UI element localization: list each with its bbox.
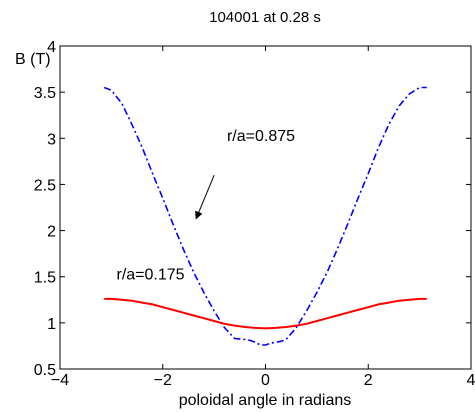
x-tick-label: 2 — [364, 372, 373, 389]
y-axis-label: B (T) — [15, 51, 51, 68]
y-tick-label: 3.5 — [34, 85, 56, 102]
x-tick-label: 0 — [261, 372, 270, 389]
axis-ticks: −4 −2 0 2 4 0.5 1 1.5 2 2.5 3 3.5 4 — [34, 39, 475, 389]
y-tick-label: 1 — [47, 316, 56, 333]
series-line — [104, 297, 427, 330]
x-tick-label: 4 — [467, 372, 475, 389]
series-lines — [103, 86, 427, 346]
chart-title: 104001 at 0.28 s — [209, 9, 321, 26]
x-tick-label: −2 — [154, 372, 172, 389]
x-axis-label: poloidal angle in radians — [179, 392, 352, 409]
y-tick-label: 3 — [47, 131, 56, 148]
annotation-label: r/a=0.175 — [117, 266, 185, 283]
annotation-label: r/a=0.875 — [227, 128, 295, 145]
annotation-arrow — [195, 175, 215, 220]
y-tick-label: 1.5 — [34, 270, 56, 287]
annotations: r/a=0.875 r/a=0.175 — [117, 128, 296, 283]
y-tick-label: 4 — [47, 39, 56, 56]
y-tick-label: 2 — [47, 224, 56, 241]
y-tick-label: 0.5 — [34, 362, 56, 379]
series-line — [103, 86, 427, 346]
y-tick-label: 2.5 — [34, 177, 56, 194]
x-tick-label: −4 — [51, 372, 69, 389]
